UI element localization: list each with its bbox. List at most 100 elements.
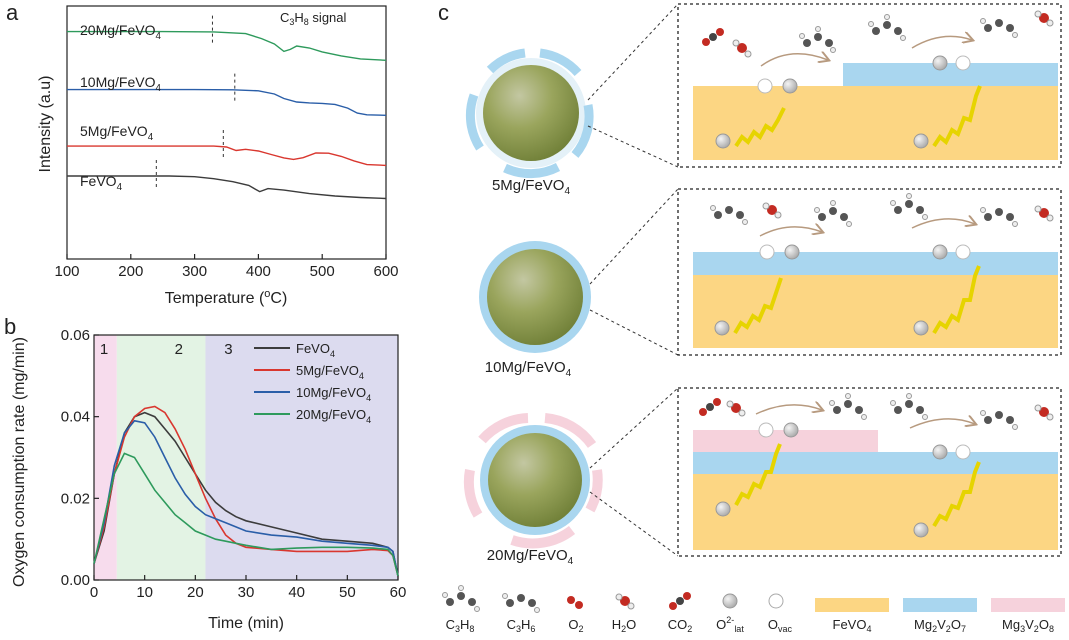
region-label-2: 2 [175,341,183,358]
mg3v2o8-swatch [991,598,1065,612]
panel-a-x-axis: 100 200 300 400 500 600 [54,254,399,280]
legend-label-co2: CO2 [668,617,693,634]
oxygen-vacancy-icon [955,244,971,260]
oxygen-molecule-icon [567,596,583,609]
legend-label: 10Mg/FeVO4 [296,385,371,403]
propene-molecule-icon [980,410,1018,430]
oxygen-vacancy-icon [759,244,775,260]
propane-molecule-icon [890,393,928,420]
mg3v2o8-segment [585,469,603,513]
lattice-oxygen-icon [715,133,731,149]
propane-molecule-icon [890,193,928,220]
panel-b-series [93,405,399,577]
water-molecule-icon [1034,10,1054,27]
shell-segment [486,48,526,74]
panel-a-plot-frame [66,5,387,260]
oxygen-vacancy-icon [757,78,773,94]
legend-label-ovac: Ovac [768,617,793,634]
particle-label: 5Mg/FeVO4 [492,177,571,197]
y-tick-label: 0.00 [61,572,90,589]
water-molecule-icon [762,202,782,219]
x-tick-label: 50 [339,584,356,601]
series-label: 5Mg/FeVO4 [80,123,154,143]
x-tick-label: 10 [136,584,153,601]
reaction-arrow [760,54,828,67]
legend-label: 20Mg/FeVO4 [296,407,371,425]
panel-a-x-axis-title: Temperature (oC) [165,288,288,307]
series-line-10mg-fevo4 [93,419,399,577]
lattice-oxygen-icon [913,522,929,538]
mg3v2o8-segment [463,469,483,518]
water-molecule-icon [1034,205,1054,222]
panel-b-regions: 1 2 3 [94,335,398,580]
region-1 [94,335,117,580]
x-tick-label: 300 [182,263,207,280]
mg3v2o8-segment [478,413,529,444]
panel-b: b 1 2 3 0 10 20 30 40 50 60 0.00 0.02 0.04 0.06 FeVO… [4,314,406,632]
propene-molecule-icon [980,18,1018,38]
x-tick-label: 600 [373,263,398,280]
particle-5mg: 5Mg/FeVO4 [465,48,594,197]
legend-label-mg2v2o7: Mg2V2O7 [914,617,966,634]
panel-b-legend: FeVO4 5Mg/FeVO4 10Mg/FeVO4 20Mg/FeVO4 [254,341,371,425]
x-tick-label: 400 [246,263,271,280]
propane-molecule-icon [799,26,836,53]
mg2v2o7-layer [693,252,1058,275]
propane-molecule-icon [829,393,867,420]
oxygen-vacancy-icon [758,422,774,438]
oxygen-diffusion-arrow [734,107,786,148]
series-line-10mg-fevo4 [67,88,387,116]
fevo4-core [483,65,579,161]
oxygen-diffusion-arrow [733,277,783,335]
fevo4-core [488,433,582,527]
fevo4-layer [693,474,1058,550]
panel-label-a: a [6,0,19,25]
oxygen-diffusion-arrow [932,461,981,528]
panel-b-y-axis-title: Oxygen consumption rate (mg/min) [11,337,28,587]
y-tick-label: 0.02 [61,490,90,507]
lattice-oxygen-icon [913,320,929,336]
reaction-arrow [911,36,972,49]
fevo4-core [487,249,583,345]
shell-segment [465,93,484,151]
panel-a-y-axis-title: Intensity (a.u) [37,76,54,173]
legend-label-c3h8: C3H8 [446,617,475,634]
lattice-oxygen-icon [932,444,948,460]
propane-molecule-icon [814,200,852,227]
zoom-connectors [587,3,679,557]
legend-label-fevo4: FeVO4 [833,617,872,634]
lattice-oxygen-icon [722,593,738,609]
series-line-5mg-fevo4 [93,405,399,577]
detail-box-10mg [677,188,1062,356]
series-line-fevo4 [67,175,387,200]
panel-b-axes: 0 10 20 30 40 50 60 0.00 0.02 0.04 0.06 [61,327,407,601]
panel-a: a 100 200 300 400 500 600 FeVO4 5Mg/FeVO4 10Mg/… [6,0,399,307]
x-tick-label: 200 [118,263,143,280]
x-tick-label: 60 [390,584,407,601]
oxygen-diffusion-arrow [734,443,782,506]
legend-label: 5Mg/FeVO4 [296,363,364,381]
panel-label-c: c [438,0,449,25]
panel-c: c 5Mg/FeVO4 10Mg/FeVO4 20Mg/F [438,0,1065,634]
reaction-arrow [755,405,822,415]
lattice-oxygen-icon [784,244,800,260]
particle-label: 20Mg/FeVO4 [487,547,574,567]
oxygen-vacancy-icon [768,593,784,609]
panel-b-x-axis-title: Time (min) [208,615,284,632]
co2-molecule-icon [702,28,724,46]
lattice-oxygen-icon [913,133,929,149]
detail-box-5mg [677,3,1062,168]
co2-molecule-icon [669,592,691,610]
propane-molecule-icon [868,14,906,41]
fevo4-layer [693,275,1058,348]
particle-20mg: 20Mg/FeVO4 [463,413,603,567]
region-2 [116,335,206,580]
shell-segment [539,48,582,77]
mg2v2o7-layer [693,452,1058,474]
reaction-arrow [911,219,975,229]
co2-molecule-icon [699,398,721,416]
legend-label-o2: O2 [568,617,583,634]
x-tick-label: 500 [310,263,335,280]
panel-c-legend: C3H8 C3H6 O2 H2O CO2 O2-lat Ovac FeVO4 M… [442,585,1065,634]
reaction-arrow [759,227,822,237]
